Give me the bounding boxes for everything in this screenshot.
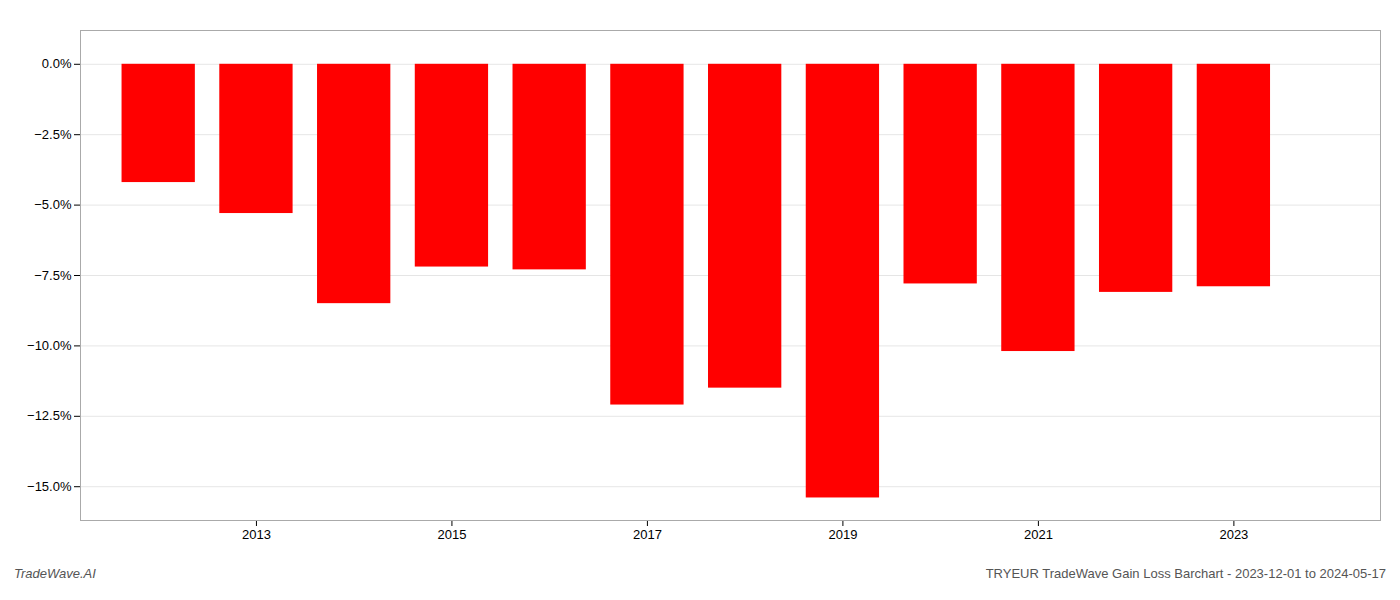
svg-text:0.0%: 0.0%: [42, 56, 72, 71]
svg-text:2013: 2013: [242, 527, 271, 542]
html-text:TradeWave.AI: TradeWave.AI: [14, 566, 96, 581]
svg-text:2015: 2015: [437, 527, 466, 542]
svg-text:2017: 2017: [633, 527, 662, 542]
svg-text:−10.0%: −10.0%: [27, 338, 72, 353]
svg-text:−12.5%: −12.5%: [27, 408, 72, 423]
svg-text:−5.0%: −5.0%: [34, 197, 72, 212]
svg-text:2019: 2019: [828, 527, 857, 542]
svg-text:−2.5%: −2.5%: [34, 127, 72, 142]
html-text:TRYEUR TradeWave Gain Loss Bar: TRYEUR TradeWave Gain Loss Barchart - 20…: [985, 566, 1386, 581]
svg-text:2021: 2021: [1024, 527, 1053, 542]
svg-text:−7.5%: −7.5%: [34, 268, 72, 283]
svg-text:2023: 2023: [1219, 527, 1248, 542]
svg-text:−15.0%: −15.0%: [27, 479, 72, 494]
